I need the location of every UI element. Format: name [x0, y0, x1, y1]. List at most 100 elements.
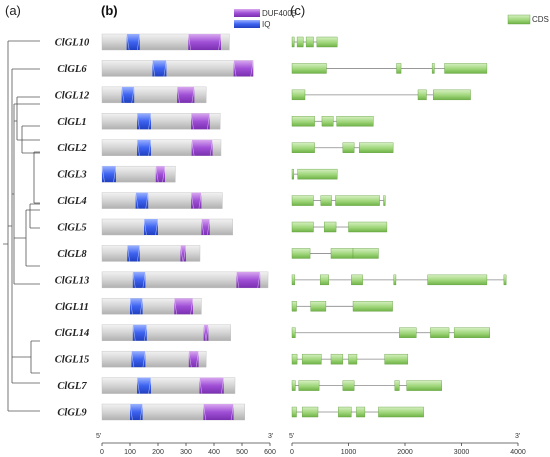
domain-edge [207, 113, 211, 130]
legend: DUF4005 IQ CDS [234, 9, 549, 29]
domain-edge [155, 166, 159, 183]
duf4005-domain [155, 166, 165, 183]
domain-edge [187, 33, 192, 51]
domain-edge [143, 218, 147, 236]
gene-length-axis: 5' 3' 0 1000 2000 3000 4000 [289, 433, 526, 456]
domain-edge [137, 33, 141, 51]
cds-exon [431, 63, 435, 74]
duf4005-domain [188, 351, 199, 368]
panel-label-a: (a) [5, 3, 21, 18]
duf4005-domain [236, 271, 261, 288]
domain-edge [137, 245, 141, 262]
cds-exon [348, 353, 358, 365]
protein-domain-panel [101, 33, 269, 421]
protein-backbone [101, 139, 222, 156]
cds-exon [396, 63, 402, 74]
iq-domain [137, 139, 151, 156]
iq-domain [137, 113, 151, 130]
gene-name-label: ClGL1 [57, 117, 86, 128]
protein-row [101, 139, 222, 156]
cds-exon [320, 274, 329, 286]
iq-domain [102, 166, 116, 183]
protein-axis-5prime: 5' [96, 433, 101, 440]
protein-backbone [101, 218, 233, 236]
cds-exon [330, 248, 354, 259]
legend-iq-swatch [234, 20, 260, 28]
domain-edge [191, 86, 195, 103]
cds-exon [298, 380, 320, 391]
domain-edge [136, 139, 140, 156]
gene-name-label: ClGL14 [55, 328, 89, 339]
cds-exon [503, 274, 507, 286]
duf4005-domain [201, 219, 210, 236]
cds-exon [321, 116, 334, 127]
cds-exon [338, 406, 352, 418]
protein-row [101, 298, 202, 315]
domain-edge [145, 192, 149, 209]
gene-axis-tick-label: 0 [290, 449, 294, 456]
domain-edge [144, 324, 148, 341]
iq-domain [152, 60, 167, 77]
protein-row [101, 60, 254, 77]
iq-domain [130, 298, 143, 315]
domain-edge [198, 192, 202, 209]
cds-exon [291, 195, 314, 206]
domain-edge [131, 86, 135, 103]
protein-row [101, 271, 269, 289]
iq-domain [144, 219, 158, 236]
iq-domain [126, 34, 140, 50]
protein-row [101, 403, 246, 421]
cds-exon [359, 142, 394, 153]
gene-structure-row [291, 406, 424, 418]
gene-name-label: ClGL11 [55, 302, 89, 313]
legend-duf4005-swatch [234, 9, 260, 17]
cds-exon [291, 248, 311, 259]
domain-edge [236, 271, 240, 288]
gene-structure-row [291, 353, 409, 365]
gene-axis-tick-label: 4000 [510, 449, 526, 456]
domain-edge [203, 403, 207, 421]
protein-axis-tick-label: 100 [124, 449, 136, 456]
iq-domain [131, 351, 146, 368]
duf4005-domain [203, 404, 234, 421]
domain-edge [101, 166, 105, 183]
domain-edge [176, 86, 180, 103]
cds-exon [394, 380, 400, 391]
domain-edge [162, 166, 166, 183]
cds-exon [444, 63, 488, 74]
gene-name-label: ClGL13 [55, 275, 89, 286]
cds-exon [351, 274, 363, 286]
cds-exon [335, 195, 380, 206]
protein-length-axis: 5' 3' 0 100 200 300 400 500 600 [96, 433, 276, 456]
cds-exon [427, 274, 488, 286]
gene-structure-row [291, 380, 442, 391]
domain-edge [155, 218, 159, 236]
domain-edge [183, 245, 187, 262]
cds-exon [433, 89, 471, 101]
cds-exon [310, 301, 327, 312]
domain-edge [121, 86, 125, 103]
gene-name-label: ClGL12 [55, 90, 90, 101]
domain-edge [142, 351, 146, 368]
domain-edge [136, 377, 140, 394]
gene-structure-row [291, 142, 394, 153]
iq-domain [121, 86, 135, 103]
domain-edge [131, 351, 135, 368]
tree-branches [3, 40, 40, 412]
gene-axis-5prime: 5' [289, 433, 294, 440]
domain-edge [148, 113, 152, 130]
cds-exon [291, 274, 296, 286]
domain-edge [190, 113, 194, 130]
duf4005-domain [199, 377, 224, 394]
protein-axis-tick-label: 400 [208, 449, 220, 456]
phylogenetic-tree [3, 40, 40, 412]
protein-row [101, 192, 223, 209]
domain-edge [191, 139, 195, 156]
domain-edge [205, 324, 209, 341]
legend-iq-label: IQ [262, 20, 270, 29]
domain-edge [230, 403, 234, 421]
gene-name-label: ClGL2 [57, 143, 87, 154]
protein-row [101, 245, 201, 262]
cds-exon [393, 274, 397, 286]
